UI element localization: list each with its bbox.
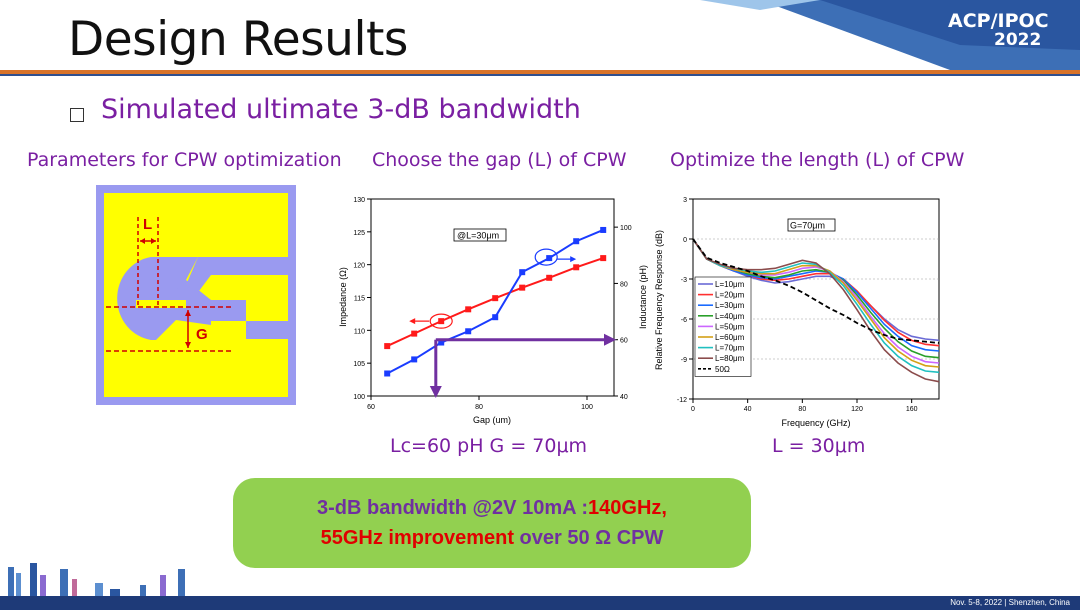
chart1-y2tick-label: 60 [620,338,628,345]
chart1-point [384,370,391,377]
chart1-blue-highlight [534,248,558,266]
chart2-legend-label: L=80μm [715,354,745,363]
chart1-arrows [409,248,616,398]
chart1-xtick-label: 60 [367,404,375,411]
bullet-square-icon [70,108,84,122]
chart2-ytick-label: -6 [681,317,687,324]
chart2-legend-label: L=30μm [715,301,745,310]
slide-title: Design Results [68,12,408,67]
chart1-annotation: @L=30μm [457,231,499,241]
chart1-y2label: Inductance (pH) [638,265,648,329]
chart2-ytick-label: -9 [681,357,687,364]
chart1-point [465,328,472,335]
chart1-series-line [386,229,604,375]
chart1-point [573,238,580,245]
chart1-xtick-label: 100 [581,404,593,411]
chart1-selection-arrowhead-down [429,386,442,398]
chart1-point [384,343,391,350]
chart1-series-line [386,257,604,348]
chart2-xlabel: Frequency (GHz) [781,418,850,428]
chart2-xtick-label: 120 [851,406,863,413]
chart1-ytick-label: 115 [354,296,365,303]
chart2-ytick-label: -12 [677,397,687,404]
chart1-red-arrowhead [409,318,416,325]
chart1-y2tick-label: 40 [620,394,628,401]
chart1-point [411,330,418,337]
chart2-ytick-label: 0 [683,237,687,244]
chart2-ytick-label: -3 [681,277,687,284]
chart2-legend-label: L=40μm [715,312,745,321]
conference-logo: ACP/IPOC 2022 [948,10,1049,50]
footer-bar [0,596,1080,610]
header-rule-blue [0,74,1080,76]
chart1-xlabel: Gap (um) [473,415,511,425]
summary-box [233,478,751,568]
chart1-ytick-label: 105 [353,361,365,368]
chart1-xtick-label: 80 [475,404,483,411]
chart1-ytick-label: 100 [353,394,365,401]
slide-subtitle: Simulated ultimate 3-dB bandwidth [101,94,581,125]
chart1-point [492,295,499,302]
chart2-series-line [692,238,940,383]
chart1-point [573,264,580,271]
chart1-ytick-label: 120 [353,263,365,270]
chart2-series-line [692,238,940,344]
chart1-ylabel: Impedance (Ω) [338,267,348,327]
caption-cpw-parameters: Parameters for CPW optimization [27,149,342,171]
chart1-point [438,339,445,346]
caption-length-optimization: Optimize the length (L) of CPW [670,149,965,171]
length-result-text: L = 30μm [772,435,866,457]
chart1-point [600,226,607,233]
chart2-legend-label: L=70μm [715,344,745,353]
chart2-plot-area [692,198,940,400]
chart2-annotation-box [787,218,836,232]
chart1-y2tick-label: 80 [620,281,628,288]
chart1-selection-arrowhead-right [604,333,616,346]
chart2-series-line [692,238,940,368]
chart1-ytick-label: 125 [353,230,365,237]
chart1-point [546,255,553,262]
chart2-legend-label: 50Ω [715,365,730,374]
chart2-legend-label: L=60μm [715,333,745,342]
chart1-ytick-label: 130 [353,197,365,204]
chart2-annotation: G=70μm [790,221,825,231]
cpw-label-L: L [143,216,152,233]
chart2-legend-label: L=10μm [715,280,745,289]
chart1-y2tick-label: 100 [620,225,632,232]
summary-line-2: 55GHz improvement over 50 Ω CPW [320,527,664,549]
frequency-response-chart: -12 -9 -6 -3 0 3 0 40 80 120 160 G=70μm L=10μm L=20… [654,197,940,428]
chart2-xtick-label: 40 [744,406,752,413]
chart2-ylabel: Relative Frequency Response (dB) [654,230,664,370]
header-rule [0,70,1080,74]
chart1-point [519,284,526,291]
chart2-xtick-label: 0 [691,406,695,413]
chart1-point [546,274,553,281]
chart2-legend-label: L=50μm [715,322,745,331]
chart1-point [465,306,472,313]
cpw-diagram: L G [96,185,296,405]
chart1-point [519,269,526,276]
cpw-label-G: G [196,326,208,343]
summary-line-1: 3-dB bandwidth @2V 10mA :140GHz, [317,497,667,519]
chart2-legend-label: L=20μm [715,291,745,300]
chart2-xtick-label: 160 [906,406,918,413]
chart2-series-line [692,238,940,352]
chart2-ytick-label: 3 [683,197,687,204]
chart1-ytick-label: 110 [354,328,365,335]
gap-result-text: Lc=60 pH G = 70μm [390,435,588,457]
chart1-point [411,356,418,363]
chart1-blue-arrowhead [570,256,577,263]
header-decoration [700,0,1080,70]
chart1-annotation-box [453,228,507,242]
city-skyline-decoration [8,563,185,600]
footer-text: Nov. 5-8, 2022 | Shenzhen, China [950,598,1070,607]
chart2-xtick-label: 80 [798,406,806,413]
chart1-point [492,314,499,321]
caption-gap-selection: Choose the gap (L) of CPW [372,149,627,171]
chart1-point [438,318,445,325]
chart1-red-highlight [429,313,453,329]
chart1-point [600,255,607,262]
